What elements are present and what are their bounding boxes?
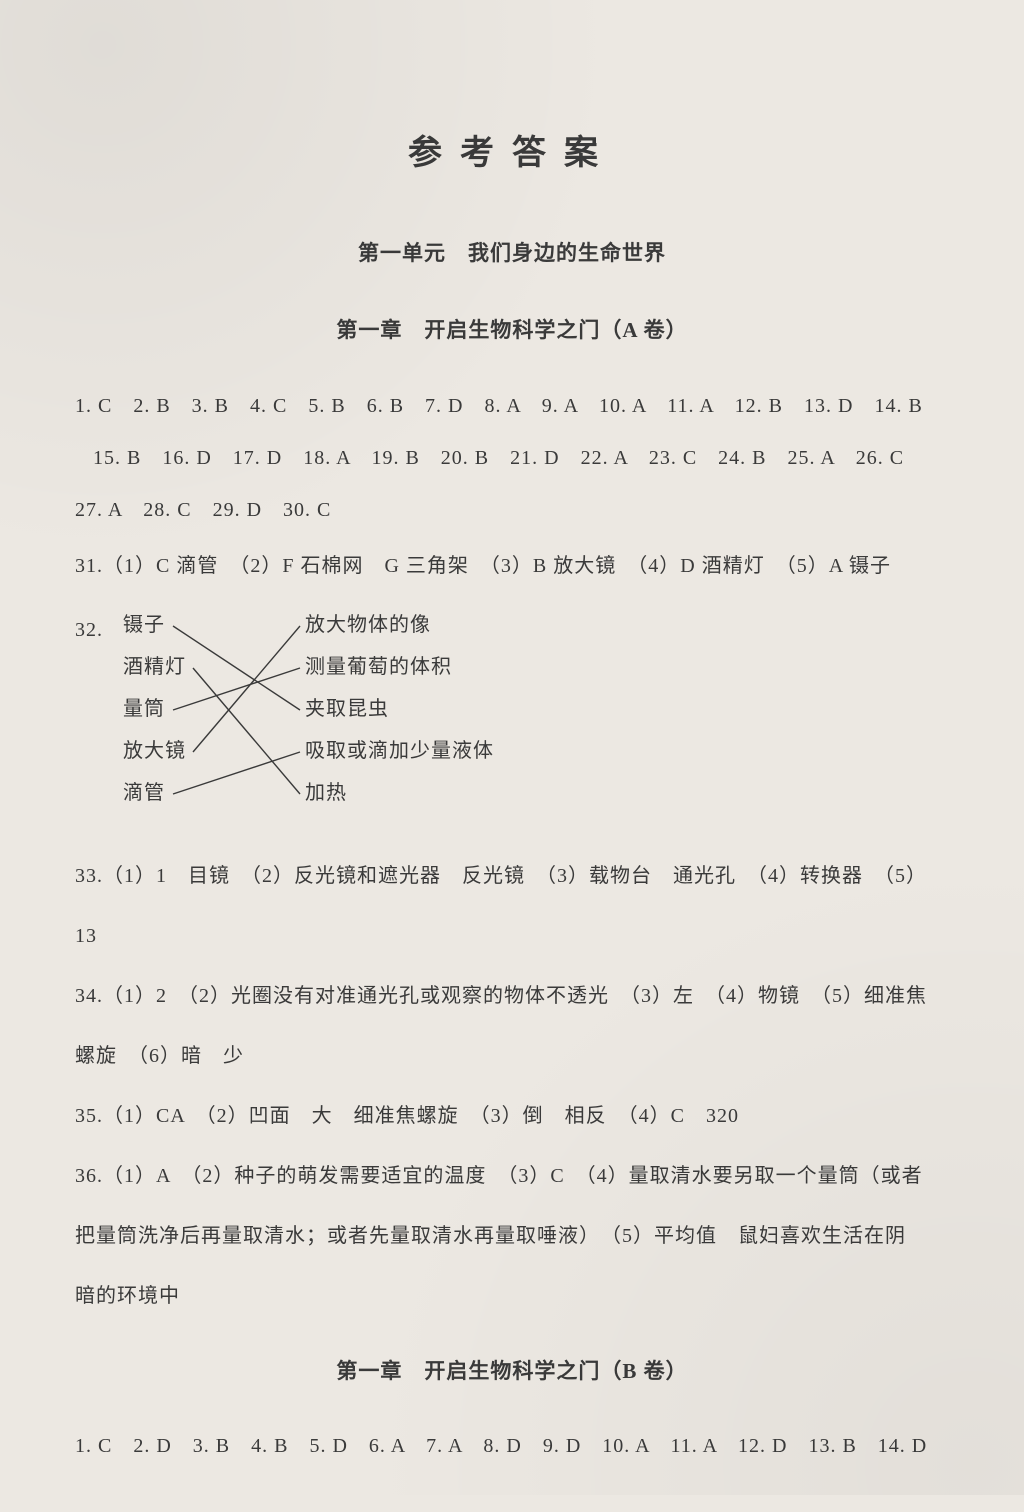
mcB-line-1: 1. C 2. D 3. B 4. B 5. D 6. A 7. A 8. D … [75,1420,949,1472]
q33-line2: 13 [75,906,949,966]
right-item: 加热 [305,772,494,814]
left-item: 放大镜 [123,730,186,772]
right-item: 吸取或滴加少量液体 [305,730,494,772]
mc-line-2: 15. B 16. D 17. D 18. A 19. B 20. B 21. … [75,432,949,484]
q36-line3: 暗的环境中 [75,1266,949,1326]
q34-line1: 34.（1）2 （2）光圈没有对准通光孔或观察的物体不透光 （3）左 （4）物镜… [75,966,949,1026]
q35: 35.（1）CA （2）凹面 大 细准焦螺旋 （3）倒 相反 （4）C 320 [75,1086,949,1146]
left-item: 酒精灯 [123,646,186,688]
right-item: 测量葡萄的体积 [305,646,494,688]
left-item: 滴管 [123,772,186,814]
mc-line-3: 27. A 28. C 29. D 30. C [75,484,949,536]
q33-line1: 33.（1）1 目镜 （2）反光镜和遮光器 反光镜 （3）载物台 通光孔 （4）… [75,846,949,906]
q32-number: 32. [75,604,103,656]
left-item: 镊子 [123,604,186,646]
diagram-left-col: 镊子 酒精灯 量筒 放大镜 滴管 [123,604,186,814]
right-item: 夹取昆虫 [305,688,494,730]
chapter-a-title: 第一章 开启生物科学之门（A 卷） [75,303,949,358]
q36-line1: 36.（1）A （2）种子的萌发需要适宜的温度 （3）C （4）量取清水要另取一… [75,1146,949,1206]
left-item: 量筒 [123,688,186,730]
page-content: 参考答案 第一单元 我们身边的生命世界 第一章 开启生物科学之门（A 卷） 1.… [0,0,1024,1512]
chapter-b-title: 第一章 开启生物科学之门（B 卷） [75,1344,949,1399]
q34-line2: 螺旋 （6）暗 少 [75,1026,949,1086]
right-item: 放大物体的像 [305,604,494,646]
matching-diagram: 32. 镊子 酒精灯 量筒 放大镜 滴管 放大物体的像 测量葡萄的体积 夹取昆虫… [75,604,949,834]
mc-line-1: 1. C 2. B 3. B 4. C 5. B 6. B 7. D 8. A … [75,380,949,432]
q31: 31.（1）C 滴管 （2）F 石棉网 G 三角架 （3）B 放大镜 （4）D … [75,536,949,596]
q36-line2: 把量筒洗净后再量取清水；或者先量取清水再量取唾液） （5）平均值 鼠妇喜欢生活在… [75,1206,949,1266]
page-title: 参考答案 [75,110,949,198]
diagram-right-col: 放大物体的像 测量葡萄的体积 夹取昆虫 吸取或滴加少量液体 加热 [305,604,494,814]
unit-title: 第一单元 我们身边的生命世界 [75,226,949,281]
